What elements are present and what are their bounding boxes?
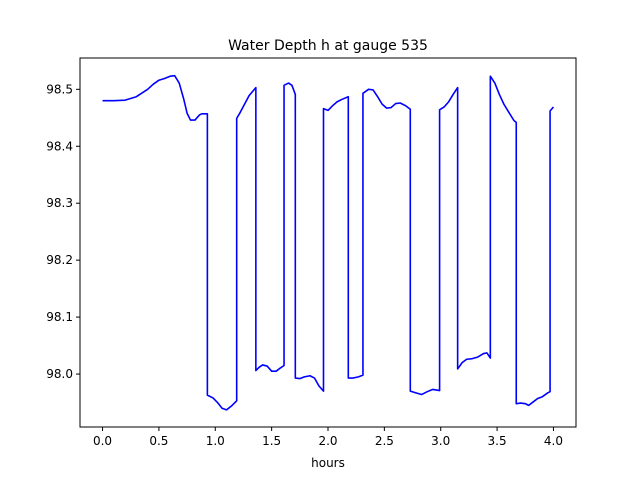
x-tick-label: 2.0 bbox=[318, 434, 337, 448]
x-tick-label: 3.5 bbox=[488, 434, 507, 448]
x-tick-label: 4.0 bbox=[544, 434, 563, 448]
y-tick-label: 98.1 bbox=[46, 310, 73, 324]
x-tick-label: 0.5 bbox=[149, 434, 168, 448]
x-axis-label: hours bbox=[311, 456, 345, 470]
y-tick-label: 98.0 bbox=[46, 367, 73, 381]
y-tick-label: 98.2 bbox=[46, 253, 73, 267]
y-axis: 98.0 98.1 98.2 98.3 98.4 98.5 bbox=[46, 82, 80, 381]
series-layer bbox=[102, 74, 555, 411]
x-tick-label: 1.5 bbox=[262, 434, 281, 448]
y-tick-label: 98.5 bbox=[46, 82, 73, 96]
x-tick-label: 3.0 bbox=[431, 434, 450, 448]
chart-title: Water Depth h at gauge 535 bbox=[228, 38, 428, 54]
x-tick-label: 1.0 bbox=[206, 434, 225, 448]
x-tick-label: 0.0 bbox=[93, 434, 112, 448]
series-line-0 bbox=[102, 74, 555, 411]
y-tick-label: 98.4 bbox=[46, 139, 73, 153]
x-axis: 0.0 0.5 1.0 1.5 2.0 2.5 3.0 3.5 4.0 bbox=[93, 427, 563, 448]
y-tick-label: 98.3 bbox=[46, 196, 73, 210]
x-tick-label: 2.5 bbox=[375, 434, 394, 448]
